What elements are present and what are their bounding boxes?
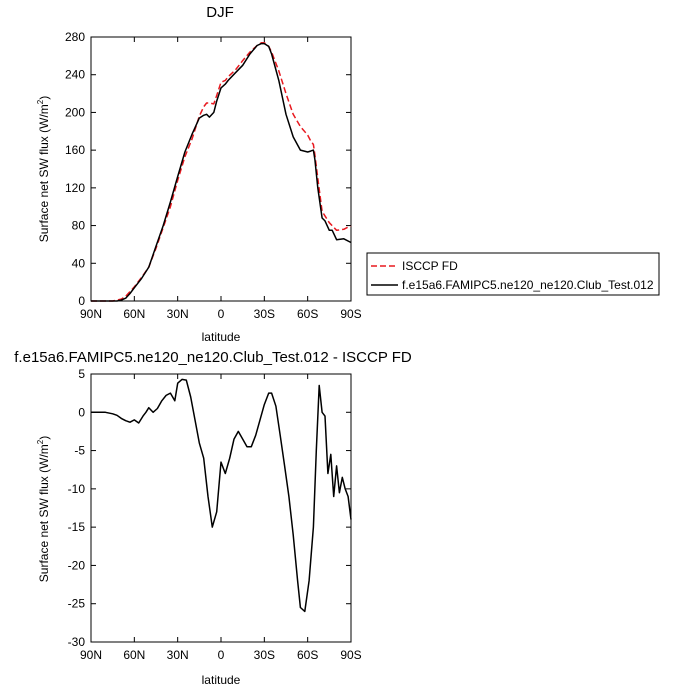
y-tick-label: 160 bbox=[65, 143, 85, 157]
chart-title: DJF bbox=[206, 4, 234, 21]
x-axis-ticks: 90N 60N 30N 0 30S 60S 90S bbox=[80, 37, 362, 321]
series-layer bbox=[91, 378, 352, 613]
x-tick-label: 60S bbox=[297, 648, 318, 662]
y-tick-label: 0 bbox=[78, 294, 85, 308]
x-tick-label: 30N bbox=[167, 648, 189, 662]
y-tick-label: 80 bbox=[72, 219, 86, 233]
bottom-panel: f.e15a6.FAMIPC5.ne120_ne120.Club_Test.01… bbox=[14, 349, 412, 687]
x-tick-label: 60N bbox=[123, 307, 145, 321]
y-tick-label: -10 bbox=[68, 482, 86, 496]
x-tick-label: 30S bbox=[254, 648, 275, 662]
y-tick-label: -20 bbox=[68, 558, 86, 572]
y-tick-label: 0 bbox=[78, 405, 85, 419]
x-tick-label: 90N bbox=[80, 307, 102, 321]
y-tick-label: -25 bbox=[68, 597, 86, 611]
y-tick-label: 240 bbox=[65, 68, 85, 82]
y-tick-label: 200 bbox=[65, 105, 85, 119]
series-line-0 bbox=[91, 41, 352, 302]
y-axis-label: Surface net SW flux (W/m2) bbox=[36, 436, 51, 582]
difference-chart-title: f.e15a6.FAMIPC5.ne120_ne120.Club_Test.01… bbox=[14, 349, 412, 366]
top-panel: DJF 90N 60N 30N 0 30S 60S 90S 0 40 80 120 160 200 24… bbox=[36, 4, 362, 344]
y-tick-label: 5 bbox=[78, 367, 85, 381]
x-tick-label: 0 bbox=[218, 648, 225, 662]
y-tick-label: 40 bbox=[72, 256, 86, 270]
x-tick-label: 30N bbox=[167, 307, 189, 321]
y-tick-label: 120 bbox=[65, 181, 85, 195]
legend-box bbox=[366, 252, 660, 296]
series-layer bbox=[91, 41, 352, 302]
x-tick-label: 60S bbox=[297, 307, 318, 321]
x-tick-label: 90S bbox=[340, 307, 361, 321]
y-tick-label: -5 bbox=[74, 444, 85, 458]
legend-label-model: f.e15a6.FAMIPC5.ne120_ne120.Club_Test.01… bbox=[402, 278, 654, 292]
x-tick-label: 30S bbox=[254, 307, 275, 321]
x-tick-label: 60N bbox=[123, 648, 145, 662]
x-axis-ticks: 90N 60N 30N 0 30S 60S 90S bbox=[80, 374, 362, 662]
x-tick-label: 90S bbox=[340, 648, 361, 662]
plot-frame bbox=[90, 36, 352, 302]
x-axis-label: latitude bbox=[202, 330, 241, 344]
x-axis-label: latitude bbox=[202, 673, 241, 687]
y-tick-label: -30 bbox=[68, 635, 86, 649]
x-tick-label: 90N bbox=[80, 648, 102, 662]
x-tick-label: 0 bbox=[218, 307, 225, 321]
legend-label-isccp: ISCCP FD bbox=[402, 259, 458, 273]
y-axis-ticks: 0 40 80 120 160 200 240 280 bbox=[65, 30, 351, 308]
y-tick-label: -15 bbox=[68, 520, 86, 534]
series-line-0 bbox=[91, 378, 352, 613]
y-tick-label: 280 bbox=[65, 30, 85, 44]
series-line-1 bbox=[91, 42, 352, 302]
legend: ISCCP FD f.e15a6.FAMIPC5.ne120_ne120.Clu… bbox=[366, 252, 660, 296]
y-axis-label: Surface net SW flux (W/m2) bbox=[36, 96, 51, 242]
plot-frame bbox=[90, 373, 352, 643]
y-axis-ticks: 5 0 -5 -10 -15 -20 -25 -30 bbox=[68, 367, 351, 649]
